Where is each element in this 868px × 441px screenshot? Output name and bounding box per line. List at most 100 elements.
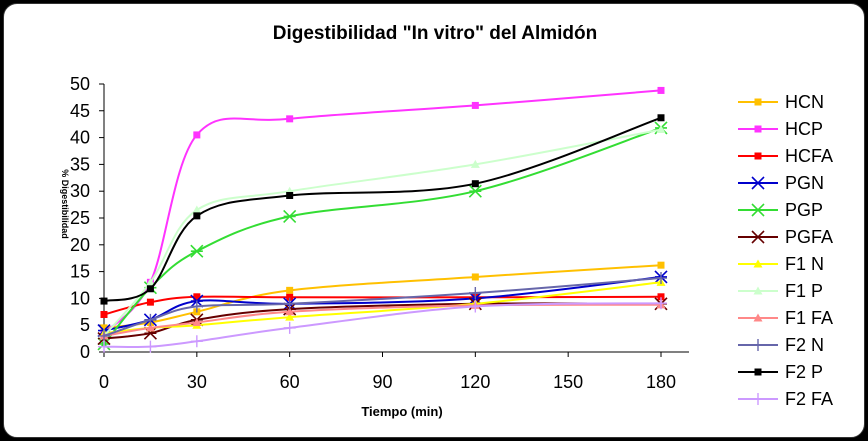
x-tick-label: 30 bbox=[187, 372, 207, 392]
legend-item-pgfa: PGFA bbox=[738, 227, 833, 247]
legend-label: PGN bbox=[785, 173, 824, 193]
data-point-hcp bbox=[657, 86, 665, 94]
x-axis-label: Tiempo (min) bbox=[361, 404, 442, 419]
legend-label: F1 N bbox=[785, 254, 824, 274]
data-point-f1-p bbox=[656, 125, 666, 134]
data-point-hcfa bbox=[100, 310, 108, 318]
legend-marker bbox=[754, 368, 762, 376]
legend-label: HCFA bbox=[785, 146, 833, 166]
data-point-f2-p bbox=[471, 180, 479, 188]
data-point-f1-p bbox=[145, 277, 155, 286]
data-point-pgp bbox=[468, 184, 482, 198]
data-point-f2-n bbox=[98, 329, 110, 342]
data-point-f1-fa bbox=[145, 323, 155, 332]
legend-marker bbox=[754, 98, 762, 106]
y-tick-label: 10 bbox=[70, 288, 90, 308]
data-point-hcp bbox=[471, 101, 479, 109]
y-tick-label: 0 bbox=[80, 342, 90, 362]
legend-item-f1-n: F1 N bbox=[738, 254, 824, 274]
y-tick-label: 40 bbox=[70, 128, 90, 148]
data-point-f2-fa bbox=[190, 335, 203, 348]
data-point-f1-fa bbox=[192, 318, 202, 327]
data-point-hcn bbox=[100, 324, 108, 332]
legend-item-f1-fa: F1 FA bbox=[738, 308, 833, 328]
legend-marker bbox=[752, 339, 764, 351]
series-layer bbox=[97, 86, 668, 353]
data-point-hcfa bbox=[657, 293, 665, 301]
legend-item-hcp: HCP bbox=[738, 119, 823, 139]
data-point-f2-n bbox=[283, 297, 296, 310]
data-point-hcfa bbox=[286, 293, 294, 301]
legend-marker bbox=[754, 152, 762, 160]
data-point-hcp bbox=[193, 131, 201, 139]
legend-label: PGP bbox=[785, 200, 823, 220]
legend-label: PGFA bbox=[785, 227, 833, 247]
legend-marker bbox=[751, 203, 765, 217]
data-point-f2-p bbox=[146, 285, 154, 293]
legend-label: F1 P bbox=[785, 281, 823, 301]
y-tick-label: 25 bbox=[70, 208, 90, 228]
legend-marker bbox=[752, 393, 764, 405]
data-point-f2-n bbox=[190, 300, 203, 313]
legend-label: HCN bbox=[785, 92, 824, 112]
data-point-hcn bbox=[471, 273, 479, 281]
data-point-f2-p bbox=[657, 114, 665, 122]
data-point-f2-n bbox=[655, 272, 667, 285]
legend: HCN HCP HCFA PGN PGP PGFA F1 N F1 P F1 FA F2 N F2 … bbox=[738, 92, 833, 409]
series-line-f1-fa bbox=[103, 303, 662, 337]
axes: 0 5 10 15 20 25 30 35 40 45 50 0 30 60 90 120 150 180 bbox=[70, 74, 689, 392]
chart-title: Digestibilidad "In vitro" del Almidón bbox=[273, 23, 598, 44]
series-f2-p bbox=[100, 114, 665, 305]
x-tick-label: 60 bbox=[280, 372, 300, 392]
data-point-f2-p bbox=[286, 191, 294, 199]
y-axis-label: % Digestibilidad bbox=[60, 169, 70, 239]
data-point-f2-n bbox=[469, 287, 482, 300]
chart-frame: Digestibilidad "In vitro" del Almidón 0 5… bbox=[3, 3, 865, 438]
legend-marker bbox=[753, 286, 763, 295]
series-f2-fa bbox=[98, 297, 667, 353]
data-point-hcfa bbox=[193, 293, 201, 301]
data-point-f2-fa bbox=[655, 297, 667, 310]
legend-item-hcfa: HCFA bbox=[738, 146, 833, 166]
legend-item-hcn: HCN bbox=[738, 92, 824, 112]
x-tick-label: 0 bbox=[99, 372, 109, 392]
data-point-f2-p bbox=[100, 297, 108, 305]
data-point-f2-fa bbox=[469, 300, 482, 313]
x-tick-label: 90 bbox=[372, 372, 392, 392]
data-point-f2-fa bbox=[283, 321, 296, 334]
x-tick-label: 120 bbox=[460, 372, 490, 392]
data-point-f2-fa bbox=[98, 340, 110, 353]
legend-label: F1 FA bbox=[785, 308, 833, 328]
legend-item-f1-p: F1 P bbox=[738, 281, 823, 301]
data-point-hcp bbox=[286, 115, 294, 123]
y-tick-label: 30 bbox=[70, 181, 90, 201]
legend-item-f2-n: F2 N bbox=[738, 335, 824, 355]
legend-marker bbox=[753, 259, 763, 268]
line-chart: Digestibilidad "In vitro" del Almidón 0 5… bbox=[60, 23, 833, 419]
data-point-f1-n bbox=[285, 312, 295, 321]
legend-label: F2 P bbox=[785, 362, 823, 382]
x-tick-label: 150 bbox=[553, 372, 583, 392]
series-f2-n bbox=[98, 272, 667, 342]
data-point-f2-p bbox=[193, 212, 201, 220]
legend-label: HCP bbox=[785, 119, 823, 139]
legend-marker bbox=[754, 125, 762, 133]
data-point-f1-p bbox=[192, 205, 202, 214]
legend-label: F2 FA bbox=[785, 389, 833, 409]
legend-item-pgn: PGN bbox=[738, 173, 824, 193]
data-point-pgp bbox=[283, 209, 297, 223]
legend-item-f2-fa: F2 FA bbox=[738, 389, 833, 409]
legend-label: F2 N bbox=[785, 335, 824, 355]
y-tick-label: 50 bbox=[70, 74, 90, 94]
y-tick-label: 5 bbox=[80, 315, 90, 335]
data-point-hcfa bbox=[146, 298, 154, 306]
x-tick-label: 180 bbox=[646, 372, 676, 392]
legend-item-f2-p: F2 P bbox=[738, 362, 823, 382]
data-point-hcn bbox=[286, 286, 294, 294]
data-point-f2-fa bbox=[144, 340, 157, 353]
legend-marker bbox=[751, 230, 765, 244]
data-point-f1-p bbox=[470, 159, 480, 168]
data-point-f2-n bbox=[144, 313, 157, 326]
legend-marker bbox=[753, 313, 763, 322]
data-point-pgp bbox=[190, 244, 204, 258]
